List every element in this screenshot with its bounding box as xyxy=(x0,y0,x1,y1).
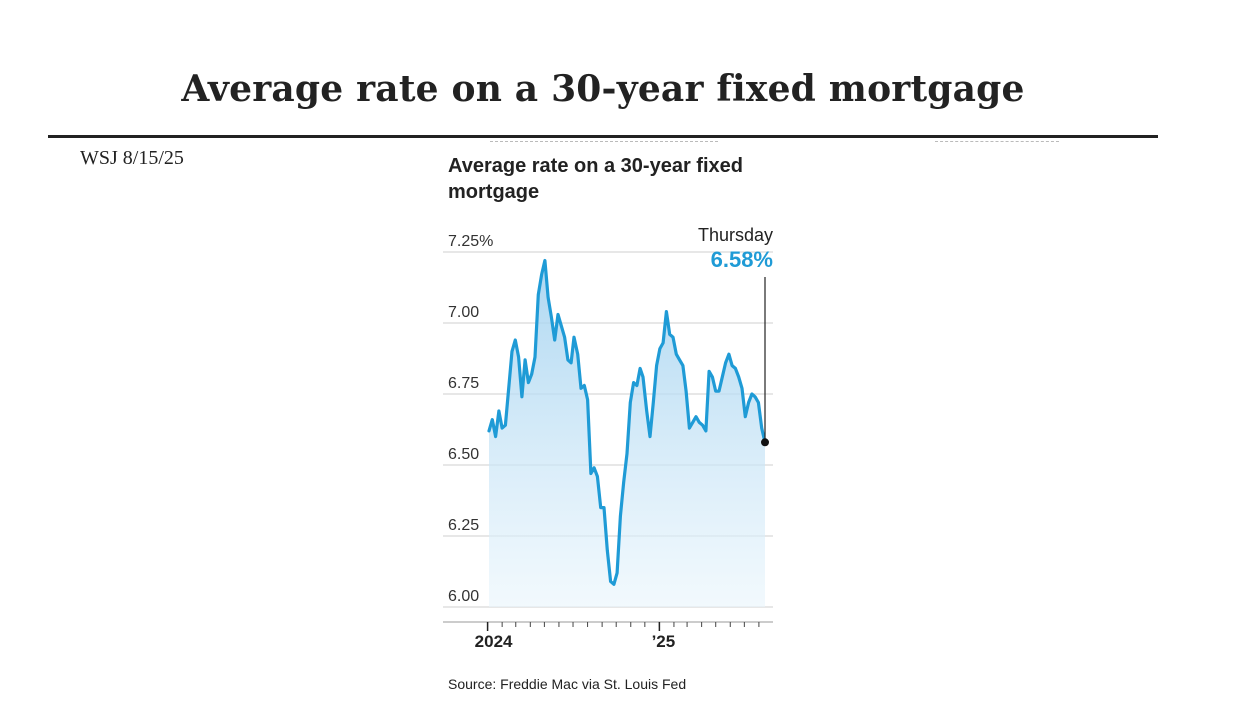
y-tick-label: 7.00 xyxy=(448,304,479,321)
source-note: WSJ 8/15/25 xyxy=(80,147,184,169)
title-divider xyxy=(48,135,1158,138)
series-line xyxy=(487,258,767,586)
y-tick-label: 7.25% xyxy=(448,233,493,250)
y-tick-label: 6.00 xyxy=(448,588,479,605)
annotation-value: 6.58% xyxy=(711,247,773,272)
y-tick-label: 6.50 xyxy=(448,446,479,463)
x-tick-label: ’25 xyxy=(652,632,676,651)
dashed-divider xyxy=(935,141,1059,142)
y-tick-label: 6.25 xyxy=(448,517,479,534)
y-tick-label: 6.75 xyxy=(448,375,479,392)
series-area xyxy=(489,260,765,607)
slide-title: Average rate on a 30-year fixed mortgage xyxy=(181,68,1025,110)
x-tick-label: 2024 xyxy=(475,632,513,651)
latest-point-marker xyxy=(761,438,769,447)
annotation-label: Thursday xyxy=(698,225,773,245)
dashed-divider xyxy=(490,141,718,142)
chart-title: Average rate on a 30-year fixed mortgage xyxy=(448,155,743,203)
chart-source: Source: Freddie Mac via St. Louis Fed xyxy=(448,676,687,692)
